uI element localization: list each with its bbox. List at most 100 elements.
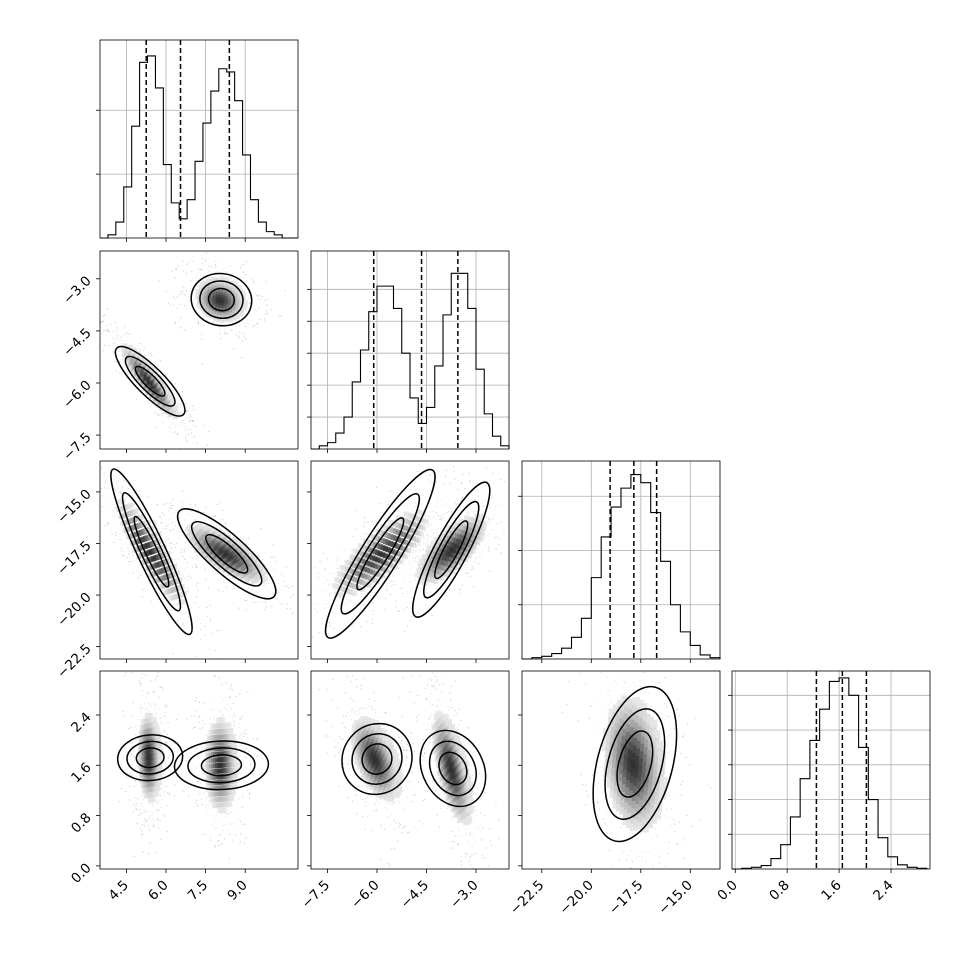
sample-point	[464, 564, 466, 566]
density-cell	[380, 531, 386, 537]
sample-point	[174, 322, 176, 324]
density-cell	[387, 555, 393, 561]
sample-point	[103, 314, 106, 316]
sample-point	[174, 383, 177, 385]
sample-point	[424, 530, 426, 532]
sample-point	[454, 478, 456, 480]
sample-point	[100, 321, 102, 323]
sample-point	[423, 537, 425, 539]
density-cell	[364, 567, 370, 573]
contour-line	[199, 280, 244, 319]
sample-point	[201, 269, 203, 271]
sample-point	[142, 508, 145, 511]
density-cell	[354, 577, 360, 583]
sample-point	[187, 513, 189, 516]
density-cell	[209, 276, 215, 283]
sample-point	[414, 550, 417, 553]
sample-point	[116, 326, 118, 328]
density-cell	[349, 568, 355, 574]
sample-point	[406, 625, 409, 627]
sample-point	[418, 549, 420, 551]
density-cell	[342, 565, 348, 571]
sample-point	[403, 559, 405, 561]
density-cell	[385, 561, 391, 567]
sample-point	[160, 838, 162, 841]
density-cell	[349, 582, 355, 588]
sample-point	[107, 487, 109, 489]
sample-point	[164, 536, 167, 539]
sample-point	[245, 274, 247, 276]
sample-point	[243, 322, 246, 325]
sample-point	[156, 504, 159, 506]
sample-point	[110, 323, 112, 325]
sample-point	[264, 320, 266, 322]
sample-point	[461, 496, 463, 498]
sample-point	[485, 544, 487, 546]
sample-point	[242, 271, 245, 274]
sample-point	[439, 516, 442, 518]
density-cell	[129, 502, 135, 508]
density-cell	[382, 546, 388, 552]
sample-point	[380, 503, 382, 505]
sample-point	[212, 322, 215, 324]
sample-point	[283, 580, 285, 582]
sample-point	[414, 530, 416, 533]
sample-point	[168, 419, 170, 421]
sample-point	[513, 513, 514, 514]
sample-point	[123, 333, 125, 336]
sample-point	[135, 489, 138, 492]
sample-point	[437, 527, 440, 529]
sample-point	[191, 405, 194, 407]
sample-point	[167, 733, 169, 735]
sample-point	[131, 742, 133, 744]
sample-point	[412, 556, 414, 559]
sample-point	[317, 603, 319, 605]
sample-point	[279, 315, 281, 318]
sample-point	[186, 441, 189, 443]
density-cell	[385, 533, 391, 539]
sample-point	[172, 522, 174, 525]
sample-point	[483, 445, 484, 446]
sample-point	[387, 503, 389, 506]
sample-point	[183, 422, 185, 424]
sample-point	[197, 509, 200, 511]
sample-point	[258, 298, 260, 300]
sample-point	[471, 511, 474, 513]
sample-point	[375, 520, 377, 522]
sample-point	[123, 479, 125, 481]
sample-point	[211, 633, 213, 635]
sample-point	[158, 280, 160, 282]
sample-point	[188, 429, 190, 431]
sample-point	[421, 505, 423, 507]
sample-point	[147, 666, 148, 667]
sample-point	[474, 498, 476, 501]
sample-point	[258, 294, 261, 297]
sample-point	[142, 851, 144, 853]
sample-point	[138, 348, 141, 350]
sample-point	[139, 718, 141, 721]
sample-point	[103, 525, 106, 527]
density-cell	[383, 532, 389, 538]
sample-point	[224, 331, 226, 334]
sample-point	[117, 335, 120, 337]
panel-content	[100, 464, 298, 659]
sample-point	[188, 299, 190, 301]
sample-point	[267, 660, 268, 661]
sample-point	[149, 810, 151, 813]
sample-point	[219, 333, 221, 335]
sample-point	[409, 580, 411, 582]
sample-point	[316, 610, 318, 613]
sample-point	[247, 537, 250, 539]
sample-point	[418, 595, 421, 597]
sample-point	[123, 339, 125, 342]
sample-point	[172, 418, 174, 421]
sample-point	[151, 529, 153, 532]
sample-point	[258, 318, 261, 321]
density-cell	[212, 277, 218, 283]
sample-point	[111, 533, 113, 535]
sample-point	[169, 549, 172, 551]
sample-point	[269, 578, 271, 580]
density-cell	[390, 534, 396, 540]
sample-point	[147, 702, 150, 705]
sample-point	[188, 420, 191, 423]
